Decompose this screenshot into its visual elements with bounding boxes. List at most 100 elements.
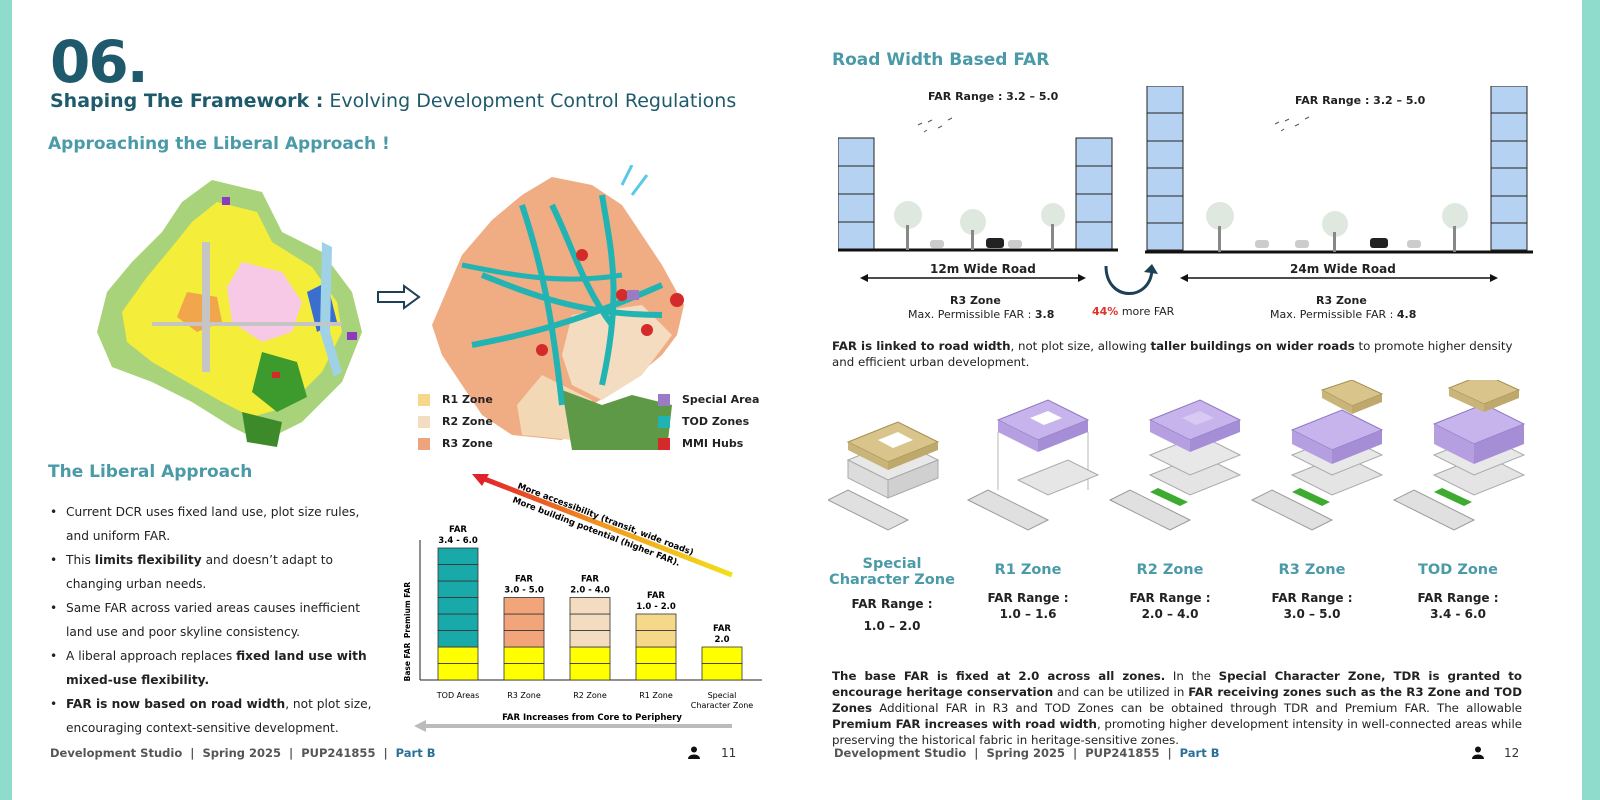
footer-code: PUP241855: [301, 746, 376, 760]
para2-t2: and can be utilized in: [1053, 685, 1189, 699]
bar-base-segment: [701, 646, 743, 664]
bar-base-segment: [569, 646, 611, 664]
para2-t3: Additional FAR in R3 and TOD Zones can b…: [872, 701, 1522, 715]
accessibility-arrowhead-icon: [472, 474, 489, 486]
far-bar-chart: More accessibility (transit, wide roads)…: [403, 474, 762, 732]
bar-base-segment: [701, 663, 743, 681]
zone-col-r2: R2 Zone FAR Range : 2.0 – 4.0: [1110, 562, 1230, 622]
footer-studio: Development Studio: [50, 746, 183, 760]
road-label-b: 24m Wide Road: [1286, 262, 1400, 276]
zone-col-tod: TOD Zone FAR Range : 3.4 - 6.0: [1398, 562, 1518, 622]
bullet-2-bold: limits flexibility: [94, 553, 202, 567]
bar-far-value: 1.0 - 2.0: [636, 602, 676, 612]
legend-swatch-r2: [418, 415, 430, 428]
bar-premium-segment: [503, 630, 545, 648]
para1-text-2: to promote higher density and efficient …: [832, 339, 1513, 369]
arrow-text-2: More building potential (higher FAR).: [511, 495, 681, 568]
zone-col-r3: R3 Zone FAR Range : 3.0 – 5.0: [1252, 562, 1372, 622]
zone-far-label-tod: FAR Range :: [1417, 591, 1499, 605]
zone-name-r2: R2 Zone: [1136, 562, 1204, 578]
legend-label-special: Special Area: [682, 393, 760, 406]
bar-premium-segment: [569, 613, 611, 631]
zone-b: R3 Zone: [1316, 294, 1367, 307]
bullet-2: This limits flexibility and doesn’t adap…: [50, 548, 380, 596]
legend-swatch-r3: [418, 437, 430, 450]
para1-bold-1: FAR is linked to road width: [832, 339, 1011, 353]
person-icon-right: [1472, 746, 1484, 759]
legend-swatch-tod: [658, 415, 670, 428]
footer-term: Spring 2025: [202, 746, 282, 760]
bullet-1: Current DCR uses fixed land use, plot si…: [50, 500, 380, 548]
bar-base-segment: [437, 663, 479, 681]
page-number-left: 11: [721, 746, 737, 760]
legend-swatch-mmi: [658, 437, 670, 450]
right-page: Road Width Based FAR FAR Range : 3.2 – 5…: [800, 0, 1582, 800]
bar-category-label: R2 Zone: [573, 691, 607, 700]
bar-far-title: FAR: [581, 575, 599, 585]
far-range-b: FAR Range : 3.2 – 5.0: [1295, 94, 1426, 107]
footer-term-r: Spring 2025: [986, 746, 1066, 760]
zone-far-special: 1.0 – 2.0: [863, 619, 921, 633]
left-page: 06. Shaping The Framework : Evolving Dev…: [12, 0, 800, 800]
zone-a: R3 Zone: [950, 294, 1001, 307]
legend-label-mmi: MMI Hubs: [682, 437, 744, 450]
bar-base-segment: [503, 646, 545, 664]
far-range-a: FAR Range : 3.2 – 5.0: [928, 90, 1059, 103]
curved-arrow-icon: [1104, 264, 1158, 295]
zone-far-r1: 1.0 – 1.6: [999, 607, 1057, 621]
bar-premium-segment: [437, 613, 479, 631]
base-far-paragraph: The base FAR is fixed at 2.0 across all …: [832, 668, 1522, 748]
bar-far-value: 2.0: [714, 635, 729, 645]
accessibility-arrow: [481, 475, 733, 578]
bullet-2-pre: This: [66, 553, 95, 567]
legend-label-r1: R1 Zone: [442, 393, 493, 406]
road-arrow-a: [860, 274, 1086, 282]
bar-far-value: 3.0 - 5.0: [504, 586, 544, 596]
bar-category-label: R3 Zone: [507, 691, 541, 700]
legend-swatch-r1: [418, 393, 430, 406]
footer-part-r: Part B: [1179, 746, 1220, 760]
legend-label-r3: R3 Zone: [442, 437, 493, 450]
bar-base-segment: [569, 663, 611, 681]
zone-name-tod: TOD Zone: [1418, 562, 1498, 578]
zone-massing-diagrams: [828, 380, 1526, 531]
bar-base-segment: [635, 646, 677, 664]
bar-premium-segment: [503, 597, 545, 615]
x-caption: FAR Increases from Core to Periphery: [502, 713, 682, 723]
massing-r2: [1108, 399, 1242, 531]
bar-base-segment: [437, 646, 479, 664]
page-number-right: 12: [1504, 746, 1520, 760]
existing-landuse-map: [97, 180, 362, 447]
footer-right: Development Studio | Spring 2025 | PUP24…: [834, 746, 1220, 760]
bar-premium-segment: [437, 580, 479, 598]
more-far-text: more FAR: [1118, 305, 1175, 318]
section-title-approach: Approaching the Liberal Approach !: [48, 134, 390, 154]
zone-far-r2: 2.0 – 4.0: [1141, 607, 1199, 621]
bar-premium-segment: [437, 564, 479, 582]
footer-part: Part B: [395, 746, 436, 760]
bullet-4: A liberal approach replaces fixed land u…: [50, 644, 380, 692]
legend-r3: R3 Zone: [418, 437, 493, 450]
bullet-3-text: Same FAR across varied areas causes inef…: [66, 601, 360, 639]
zone-name-r3: R3 Zone: [1278, 562, 1346, 578]
massing-r3: [1250, 380, 1384, 531]
zone-name-r1: R1 Zone: [994, 562, 1062, 578]
chapter-title-bold: Shaping The Framework :: [50, 90, 324, 112]
footer-code-r: PUP241855: [1085, 746, 1160, 760]
legend-r2: R2 Zone: [418, 415, 493, 428]
legend-r1: R1 Zone: [418, 393, 493, 406]
bar-premium-segment: [569, 597, 611, 615]
transition-arrow-icon: [377, 284, 421, 310]
proposed-zoning-map: [432, 165, 684, 450]
bar-far-title: FAR: [647, 591, 665, 601]
bar-category-label: Character Zone: [691, 701, 753, 710]
zone-col-r1: R1 Zone FAR Range : 1.0 – 1.6: [968, 562, 1088, 622]
arrow-text-1: More accessibility (transit, wide roads): [516, 481, 695, 558]
base-far-label: Base FAR: [403, 642, 412, 681]
bar-far-value: 3.4 - 6.0: [438, 536, 478, 546]
max-far-a: Max. Permissible FAR : 3.8: [908, 308, 1054, 321]
para2-b1: The base FAR is fixed at 2.0 across all …: [832, 669, 1166, 683]
map-legend-left: R1 Zone R2 Zone R3 Zone: [418, 393, 493, 459]
bullet-5-post: , not plot size, encouraging context-sen…: [66, 697, 372, 735]
